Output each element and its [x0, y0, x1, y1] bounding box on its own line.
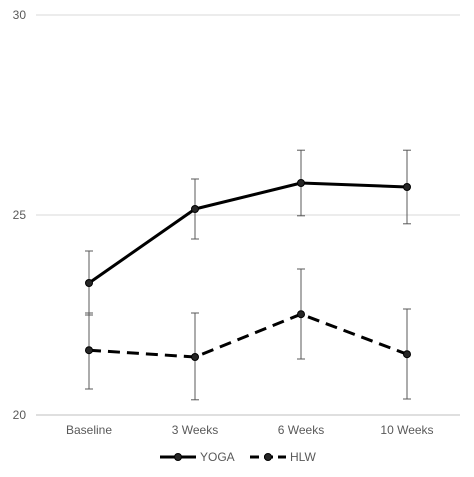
legend: YOGA HLW: [160, 450, 316, 464]
data-point-yoga: [403, 183, 411, 191]
y-axis-ticks: 20 25 30: [13, 8, 27, 422]
gridlines: [36, 14, 460, 416]
data-point-hlw: [297, 310, 305, 319]
error-bars: [85, 149, 411, 401]
series-lines: [88, 181, 408, 359]
legend-swatch-marker: [264, 453, 272, 461]
legend-item-yoga: YOGA: [160, 450, 235, 464]
x-tick-label: 10 Weeks: [380, 423, 433, 437]
data-point-hlw: [403, 350, 411, 359]
legend-label: YOGA: [200, 450, 235, 464]
legend-label: HLW: [290, 450, 316, 464]
x-tick-label: 3 Weeks: [172, 423, 218, 437]
legend-swatch-marker: [174, 453, 182, 461]
x-tick-label: 6 Weeks: [278, 423, 324, 437]
y-tick-label: 20: [13, 408, 27, 422]
data-point-yoga: [297, 179, 305, 187]
data-point-hlw: [85, 346, 93, 355]
data-point-yoga: [85, 279, 93, 287]
data-point-hlw: [191, 353, 199, 361]
y-tick-label: 30: [13, 8, 27, 22]
y-tick-label: 25: [13, 208, 27, 222]
series-line-hlw: [88, 312, 408, 359]
data-point-yoga: [191, 205, 199, 213]
series-line-yoga: [88, 181, 408, 285]
x-tick-label: Baseline: [66, 423, 112, 437]
x-axis-ticks: Baseline 3 Weeks 6 Weeks 10 Weeks: [66, 423, 434, 437]
legend-item-hlw: HLW: [250, 450, 316, 464]
data-points: [85, 179, 411, 361]
